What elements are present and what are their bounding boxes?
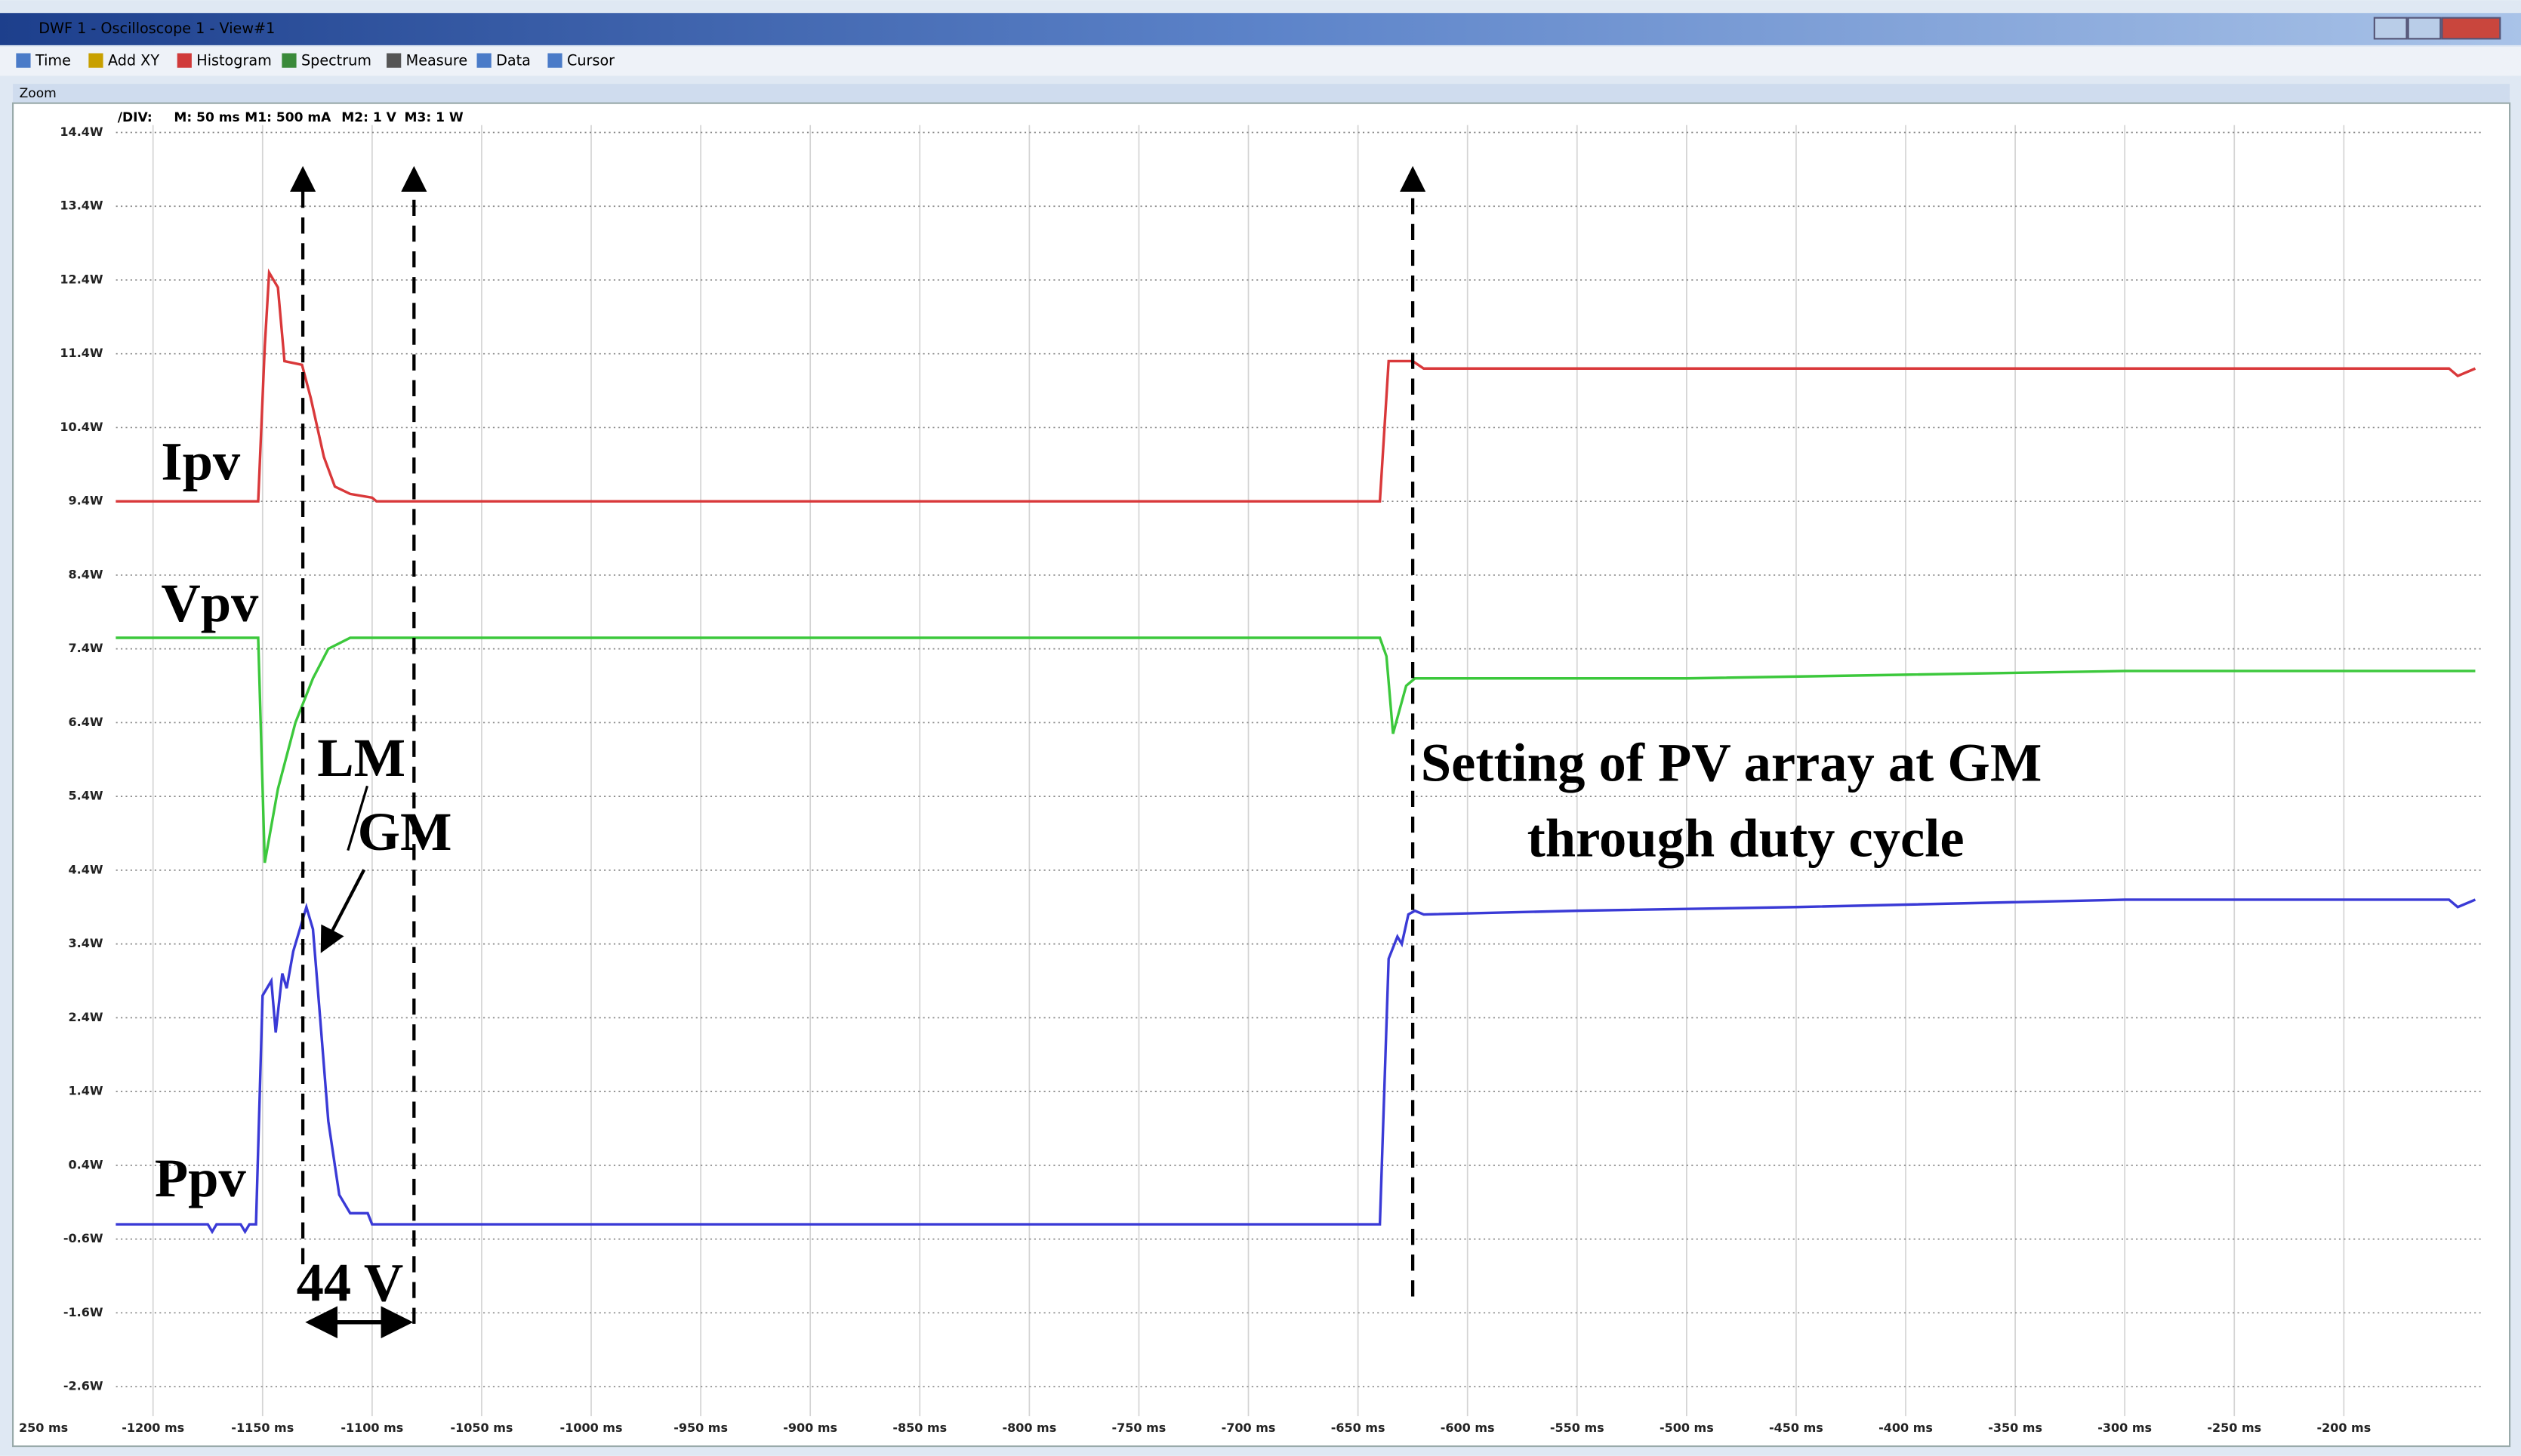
toolbar-button[interactable]: Cursor (567, 52, 615, 69)
toolbar-button[interactable]: Add XY (108, 52, 159, 69)
toolbar-button[interactable]: Measure (406, 52, 468, 69)
x-tick-label: -1000 ms (560, 1421, 623, 1435)
x-tick-label: -1100 ms (341, 1421, 403, 1435)
x-tick-label: -350 ms (1988, 1421, 2042, 1435)
x-tick-label: -1150 ms (231, 1421, 294, 1435)
y-tick-label: 12.4W (60, 272, 103, 286)
toolbar-button[interactable]: Data (496, 52, 531, 69)
scale-label: M1: 500 mA (245, 110, 331, 125)
trace (116, 636, 2476, 863)
annotation: through duty cycle (1527, 808, 1965, 869)
x-tick-label: -850 ms (892, 1421, 947, 1435)
title-bar (0, 13, 2521, 45)
y-tick-label: 4.4W (69, 862, 103, 876)
toolbar-button[interactable]: Spectrum (301, 52, 371, 69)
toolbar-button[interactable]: Time (35, 52, 71, 69)
toolbar-icon (282, 53, 297, 68)
toolbar-icon (387, 53, 402, 68)
y-tick-label: -1.6W (63, 1305, 103, 1319)
toolbar-icon (177, 53, 192, 68)
y-tick-label: 6.4W (69, 715, 103, 729)
toolbar-icon (88, 53, 103, 68)
trace-label: Ppv (155, 1147, 247, 1208)
maximize-button[interactable] (2407, 17, 2442, 40)
grid: 250 ms -1200 ms -1150 ms -1100 ms -1050 ms -1… (19, 125, 2482, 1435)
trace-label: Vpv (161, 572, 259, 633)
scale-label: /DIV: (118, 110, 153, 125)
annotation: LM (317, 727, 405, 788)
x-tick-label: -1200 ms (122, 1421, 184, 1435)
toolbar-icon (476, 53, 492, 68)
zoom-label: Zoom (20, 86, 57, 101)
trace-label: Ipv (161, 431, 241, 492)
x-tick-label: -1050 ms (450, 1421, 513, 1435)
toolbar-icon (16, 53, 31, 68)
zoom-bar (13, 84, 2510, 103)
scale-label: M3: 1 W (405, 110, 464, 125)
x-tick-label: -700 ms (1222, 1421, 1276, 1435)
plot-panel (12, 102, 2511, 1448)
toolbar (0, 47, 2521, 76)
y-tick-label: -2.6W (63, 1379, 103, 1393)
gm-arrow (320, 869, 366, 953)
y-tick-label: 13.4W (60, 199, 103, 213)
scale-labels: /DIV: M: 50 ms M1: 500 mA M2: 1 V M3: 1 W (118, 110, 464, 125)
y-tick-label: 14.4W (60, 125, 103, 139)
y-tick-label: 11.4W (60, 346, 103, 360)
y-tick-label: 2.4W (69, 1010, 103, 1024)
window-title: DWF 1 - Oscilloscope 1 - View#1 (39, 20, 275, 37)
x-tick-label: -400 ms (1878, 1421, 1933, 1435)
scale-label: M: 50 ms (174, 110, 239, 125)
x-tick-label: 250 ms (19, 1421, 68, 1435)
y-tick-label: 5.4W (69, 789, 103, 803)
minimize-button[interactable] (2373, 17, 2408, 40)
y-tick-label: 0.4W (69, 1157, 103, 1171)
y-tick-label: -0.6W (63, 1231, 103, 1245)
trace (116, 898, 2476, 1235)
x-tick-label: -300 ms (2097, 1421, 2152, 1435)
annotations: LM GM 44 V Setting of PV array at GM through… (290, 165, 2042, 1339)
close-button[interactable] (2441, 17, 2501, 40)
y-tick-label: 3.4W (69, 936, 103, 950)
y-tick-label: 10.4W (60, 420, 103, 434)
x-tick-label: -200 ms (2316, 1421, 2371, 1435)
slash (347, 785, 368, 851)
toolbar-button[interactable]: Histogram (196, 52, 272, 69)
toolbar-icon (547, 53, 562, 68)
y-tick-label: 7.4W (69, 641, 103, 655)
scale-label: M2: 1 V (341, 110, 396, 125)
x-tick-label: -500 ms (1660, 1421, 1714, 1435)
annotation: Setting of PV array at GM (1421, 731, 2042, 793)
trace (116, 268, 2476, 503)
x-tick-label: -950 ms (673, 1421, 728, 1435)
x-tick-label: -750 ms (1112, 1421, 1167, 1435)
y-tick-label: 8.4W (69, 567, 103, 581)
traces: Ipv Vpv Ppv (116, 268, 2476, 1235)
x-tick-label: -600 ms (1441, 1421, 1495, 1435)
toolbar-items: Time Add XY Histogram Spectrum Measure Data Cu… (16, 52, 615, 69)
x-tick-label: -250 ms (2207, 1421, 2261, 1435)
x-tick-label: -450 ms (1769, 1421, 1823, 1435)
annotation: 44 V (297, 1252, 404, 1313)
y-tick-label: 9.4W (69, 494, 103, 508)
annotation: GM (358, 801, 452, 862)
x-tick-label: -900 ms (783, 1421, 837, 1435)
x-tick-label: -650 ms (1331, 1421, 1385, 1435)
x-tick-label: -800 ms (1002, 1421, 1056, 1435)
y-tick-label: 1.4W (69, 1084, 103, 1098)
x-tick-label: -550 ms (1550, 1421, 1604, 1435)
